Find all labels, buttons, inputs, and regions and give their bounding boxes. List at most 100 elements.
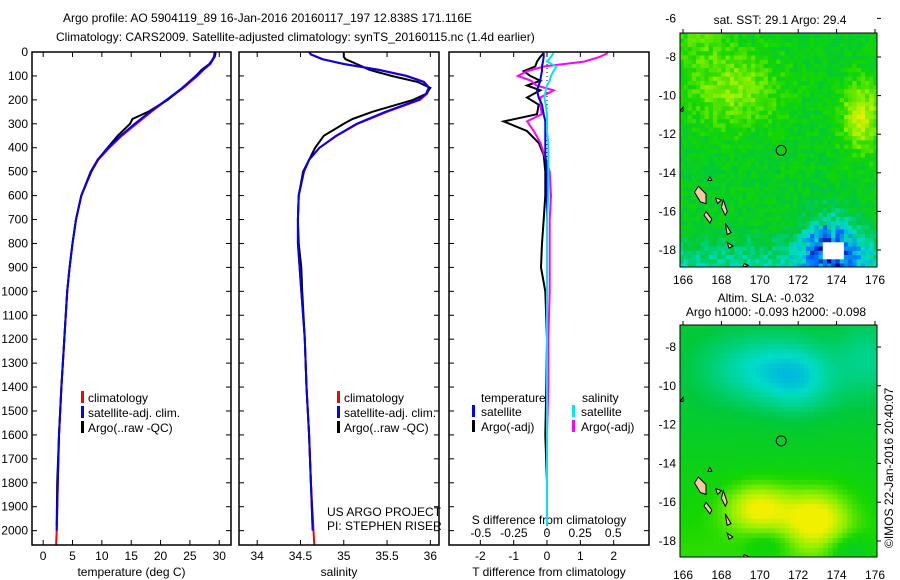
title-line-2: Climatology: CARS2009. Satellite-adjuste… xyxy=(56,30,535,44)
map-subtitle: Argo h1000: -0.093 h2000: -0.098 xyxy=(686,305,866,319)
legend-header-temperature: temperature xyxy=(481,391,546,405)
lat-tick-label: -8 xyxy=(665,50,676,64)
x2-tick-label: -0.5 xyxy=(470,526,491,540)
y-tick-label: 1700 xyxy=(1,452,28,466)
series-line-salinity-argo-adj- xyxy=(515,52,609,526)
series-line-satellite-adj-clim- xyxy=(296,52,430,531)
legend-swatch xyxy=(81,406,84,418)
island-landmass xyxy=(703,501,713,515)
island-landmass xyxy=(707,175,713,181)
lat-tick-label: -8 xyxy=(665,340,676,354)
y-tick-label: 300 xyxy=(8,117,28,131)
island-landmass xyxy=(726,531,734,540)
legend-swatch xyxy=(337,391,340,403)
y-tick-label: 200 xyxy=(8,93,28,107)
legend-label: satellite xyxy=(581,405,622,419)
x2-tick-label: 0.5 xyxy=(605,526,622,540)
map-title: sat. SST: 29.1 Argo: 29.4 xyxy=(714,13,847,27)
copyright-text: ©IMOS 22-Jan-2016 20:40:07 xyxy=(882,387,896,548)
x-tick-label: 2 xyxy=(610,549,617,563)
x-tick-label: 10 xyxy=(95,549,109,563)
lon-tick-label: 172 xyxy=(788,568,808,580)
map-title: Altim. SLA: -0.032 xyxy=(718,291,815,305)
lon-tick-label: 176 xyxy=(865,273,885,287)
lat-tick-label: -6 xyxy=(665,11,676,25)
lat-tick-label: -18 xyxy=(659,534,677,548)
island-landmass xyxy=(724,222,732,236)
map-frame xyxy=(679,32,878,268)
y-tick-label: 1800 xyxy=(1,476,28,490)
series-line-climatology xyxy=(55,52,217,545)
island-landmass xyxy=(707,466,713,472)
legend-label: Argo(-adj) xyxy=(581,420,634,434)
y-tick-label: 1000 xyxy=(1,284,28,298)
lat-tick-label: -12 xyxy=(659,127,677,141)
lat-tick-label: -14 xyxy=(659,456,677,470)
x2-axis-label: S difference from climatology xyxy=(472,513,627,527)
island-landmass xyxy=(703,210,713,224)
legend-label: satellite-adj. clim. xyxy=(344,406,436,420)
series-line-satellite-adj-clim- xyxy=(55,52,216,531)
lon-tick-label: 168 xyxy=(711,568,731,580)
island-landmass xyxy=(720,198,728,217)
legend-header-salinity: salinity xyxy=(582,391,619,405)
lon-tick-label: 170 xyxy=(750,568,770,580)
y-tick-label: 800 xyxy=(8,236,28,250)
x-axis-label: salinity xyxy=(321,565,358,579)
x-tick-label: 36 xyxy=(424,549,438,563)
lon-tick-label: 174 xyxy=(827,273,847,287)
lon-tick-label: 166 xyxy=(673,568,693,580)
legend-label: Argo(-adj) xyxy=(481,420,534,434)
lon-tick-label: 168 xyxy=(711,273,731,287)
panel-difference: -2 -1 0 1 2 T difference from climatology -0.5… xyxy=(448,51,650,579)
x-tick-label: 20 xyxy=(154,549,168,563)
island-landmass xyxy=(693,185,707,205)
x-axis-label: temperature (deg C) xyxy=(77,565,185,579)
island-landmass xyxy=(680,105,684,112)
legend-swatch xyxy=(572,420,575,432)
x2-tick-label: 0.25 xyxy=(568,526,592,540)
x-tick-label: 34 xyxy=(251,549,265,563)
y-tick-label: 1200 xyxy=(1,332,28,346)
island-landmass xyxy=(680,395,684,402)
x-tick-label: 35 xyxy=(337,549,351,563)
island-landmass xyxy=(714,197,723,205)
y-tick-label: 2000 xyxy=(1,524,28,538)
x-tick-label: 0 xyxy=(40,549,47,563)
lat-tick-label: -16 xyxy=(659,204,677,218)
lon-tick-label: 176 xyxy=(865,568,885,580)
lat-tick-label: -10 xyxy=(659,379,677,393)
y-tick-label: 1600 xyxy=(1,428,28,442)
legend-label: satellite xyxy=(481,405,522,419)
x-tick-label: 5 xyxy=(69,549,76,563)
y-tick-label: 1300 xyxy=(1,356,28,370)
plot-frame xyxy=(448,51,650,546)
y-tick-label: 500 xyxy=(8,165,28,179)
x-axis-label: T difference from climatology xyxy=(472,565,626,579)
x-tick-label: -2 xyxy=(475,549,486,563)
legend-swatch xyxy=(81,421,84,433)
legend-swatch xyxy=(81,391,84,403)
legend-label: Argo(..raw -QC) xyxy=(88,421,173,435)
panel-temperature: 0100200300400500600700800900100011001200… xyxy=(1,45,232,579)
series-line-salinity-satellite xyxy=(543,52,558,526)
profile-panels: 0100200300400500600700800900100011001200… xyxy=(1,45,650,579)
lat-tick-label: -12 xyxy=(659,418,677,432)
panel-salinity: 34 34.5 35 35.5 36 salinity climatologysatelli… xyxy=(238,51,442,579)
island-landmass xyxy=(724,513,732,527)
island-landmass xyxy=(742,262,750,267)
plot-frame xyxy=(31,51,232,546)
map-sla: 166 168 170 172 174 176 -8 -10 -12 -14 -16 -18 Altim… xyxy=(659,291,886,580)
series-line-climatology xyxy=(296,52,431,545)
x-tick-label: 15 xyxy=(125,549,139,563)
island-landmass xyxy=(720,488,728,508)
sla-field xyxy=(680,325,877,557)
legend-label: Argo(..raw -QC) xyxy=(344,421,429,435)
argo-float-marker xyxy=(775,144,787,156)
island-landmass xyxy=(714,487,723,496)
y-tick-label: 400 xyxy=(8,141,28,155)
y-tick-label: 900 xyxy=(8,260,28,274)
lon-tick-label: 172 xyxy=(788,273,808,287)
island-landmass xyxy=(726,241,734,249)
